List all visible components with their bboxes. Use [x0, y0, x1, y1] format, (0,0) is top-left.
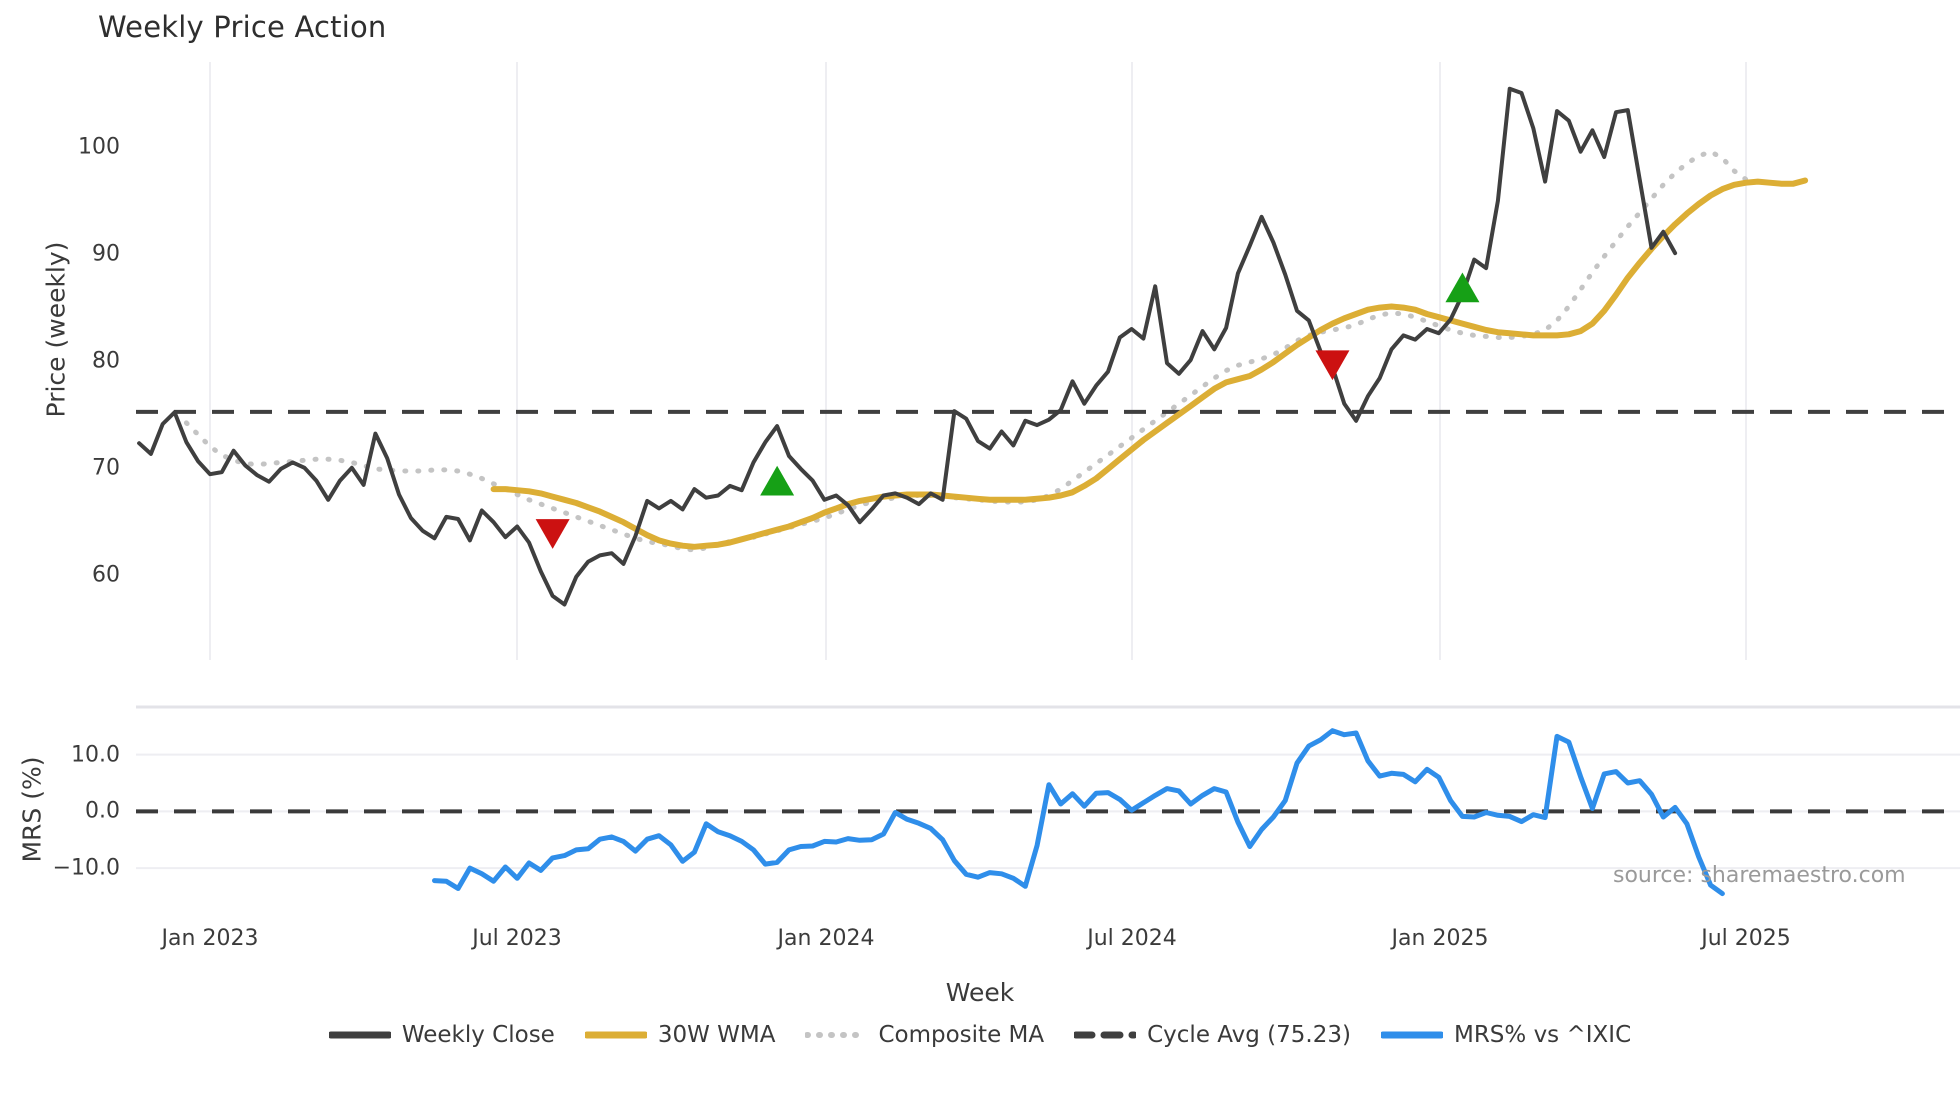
x-tick-jan-2024: Jan 2024	[777, 926, 875, 951]
series-composite-ma	[183, 149, 1749, 553]
mrs-y-tick-1: 0.0	[85, 798, 120, 824]
buy-signal-marker-1[interactable]	[760, 465, 795, 496]
legend-item-1[interactable]: 30W WMA	[584, 1022, 776, 1048]
price-y-tick-80: 80	[92, 348, 120, 374]
mrs-y-tick-0: −10.0	[52, 855, 120, 881]
x-tick-jan-2023: Jan 2023	[161, 926, 259, 951]
series-30w-wma	[490, 177, 1809, 550]
x-tick-jul-2025: Jul 2025	[1701, 926, 1791, 951]
sell-signal-marker-2[interactable]	[1315, 350, 1350, 381]
mrs-y-tick-2: 10.0	[71, 742, 120, 768]
x-tick-jul-2024: Jul 2024	[1087, 926, 1177, 951]
series-weekly-close	[137, 86, 1678, 607]
legend-item-3[interactable]: Cycle Avg (75.23)	[1074, 1022, 1351, 1048]
legend-item-0[interactable]: Weekly Close	[328, 1022, 555, 1048]
buy-signal-marker-3[interactable]	[1445, 272, 1480, 303]
legend-swatch-icon-1	[584, 1031, 647, 1039]
price-y-tick-60: 60	[92, 562, 120, 588]
sell-signal-marker-0[interactable]	[535, 519, 570, 549]
source-attribution: source: sharemaestro.com	[1613, 863, 1906, 888]
legend-label-1: 30W WMA	[657, 1022, 776, 1048]
legend-swatch-icon-3	[1074, 1031, 1137, 1039]
price-y-tick-100: 100	[78, 134, 120, 160]
x-axis-label: Week	[945, 978, 1015, 1007]
legend-swatch-icon-0	[328, 1031, 391, 1039]
legend-item-4[interactable]: MRS% vs ^IXIC	[1380, 1022, 1632, 1048]
legend-label-3: Cycle Avg (75.23)	[1147, 1022, 1351, 1048]
legend-label-0: Weekly Close	[401, 1022, 555, 1048]
legend-item-2[interactable]: Composite MA	[805, 1022, 1044, 1048]
x-tick-jan-2025: Jan 2025	[1391, 926, 1489, 951]
legend-swatch-icon-2	[805, 1032, 868, 1038]
chart-legend: Weekly Close 30W WMA Composite MA Cycle Avg…	[0, 1022, 1960, 1048]
x-tick-jul-2023: Jul 2023	[472, 926, 562, 951]
chart-title: Weekly Price Action	[98, 10, 387, 44]
legend-swatch-icon-4	[1380, 1031, 1443, 1039]
legend-label-2: Composite MA	[878, 1022, 1045, 1048]
price-y-tick-70: 70	[92, 455, 120, 481]
price-y-tick-90: 90	[92, 241, 120, 267]
legend-label-4: MRS% vs ^IXIC	[1453, 1022, 1632, 1048]
series-mrs-percent	[432, 728, 1725, 897]
